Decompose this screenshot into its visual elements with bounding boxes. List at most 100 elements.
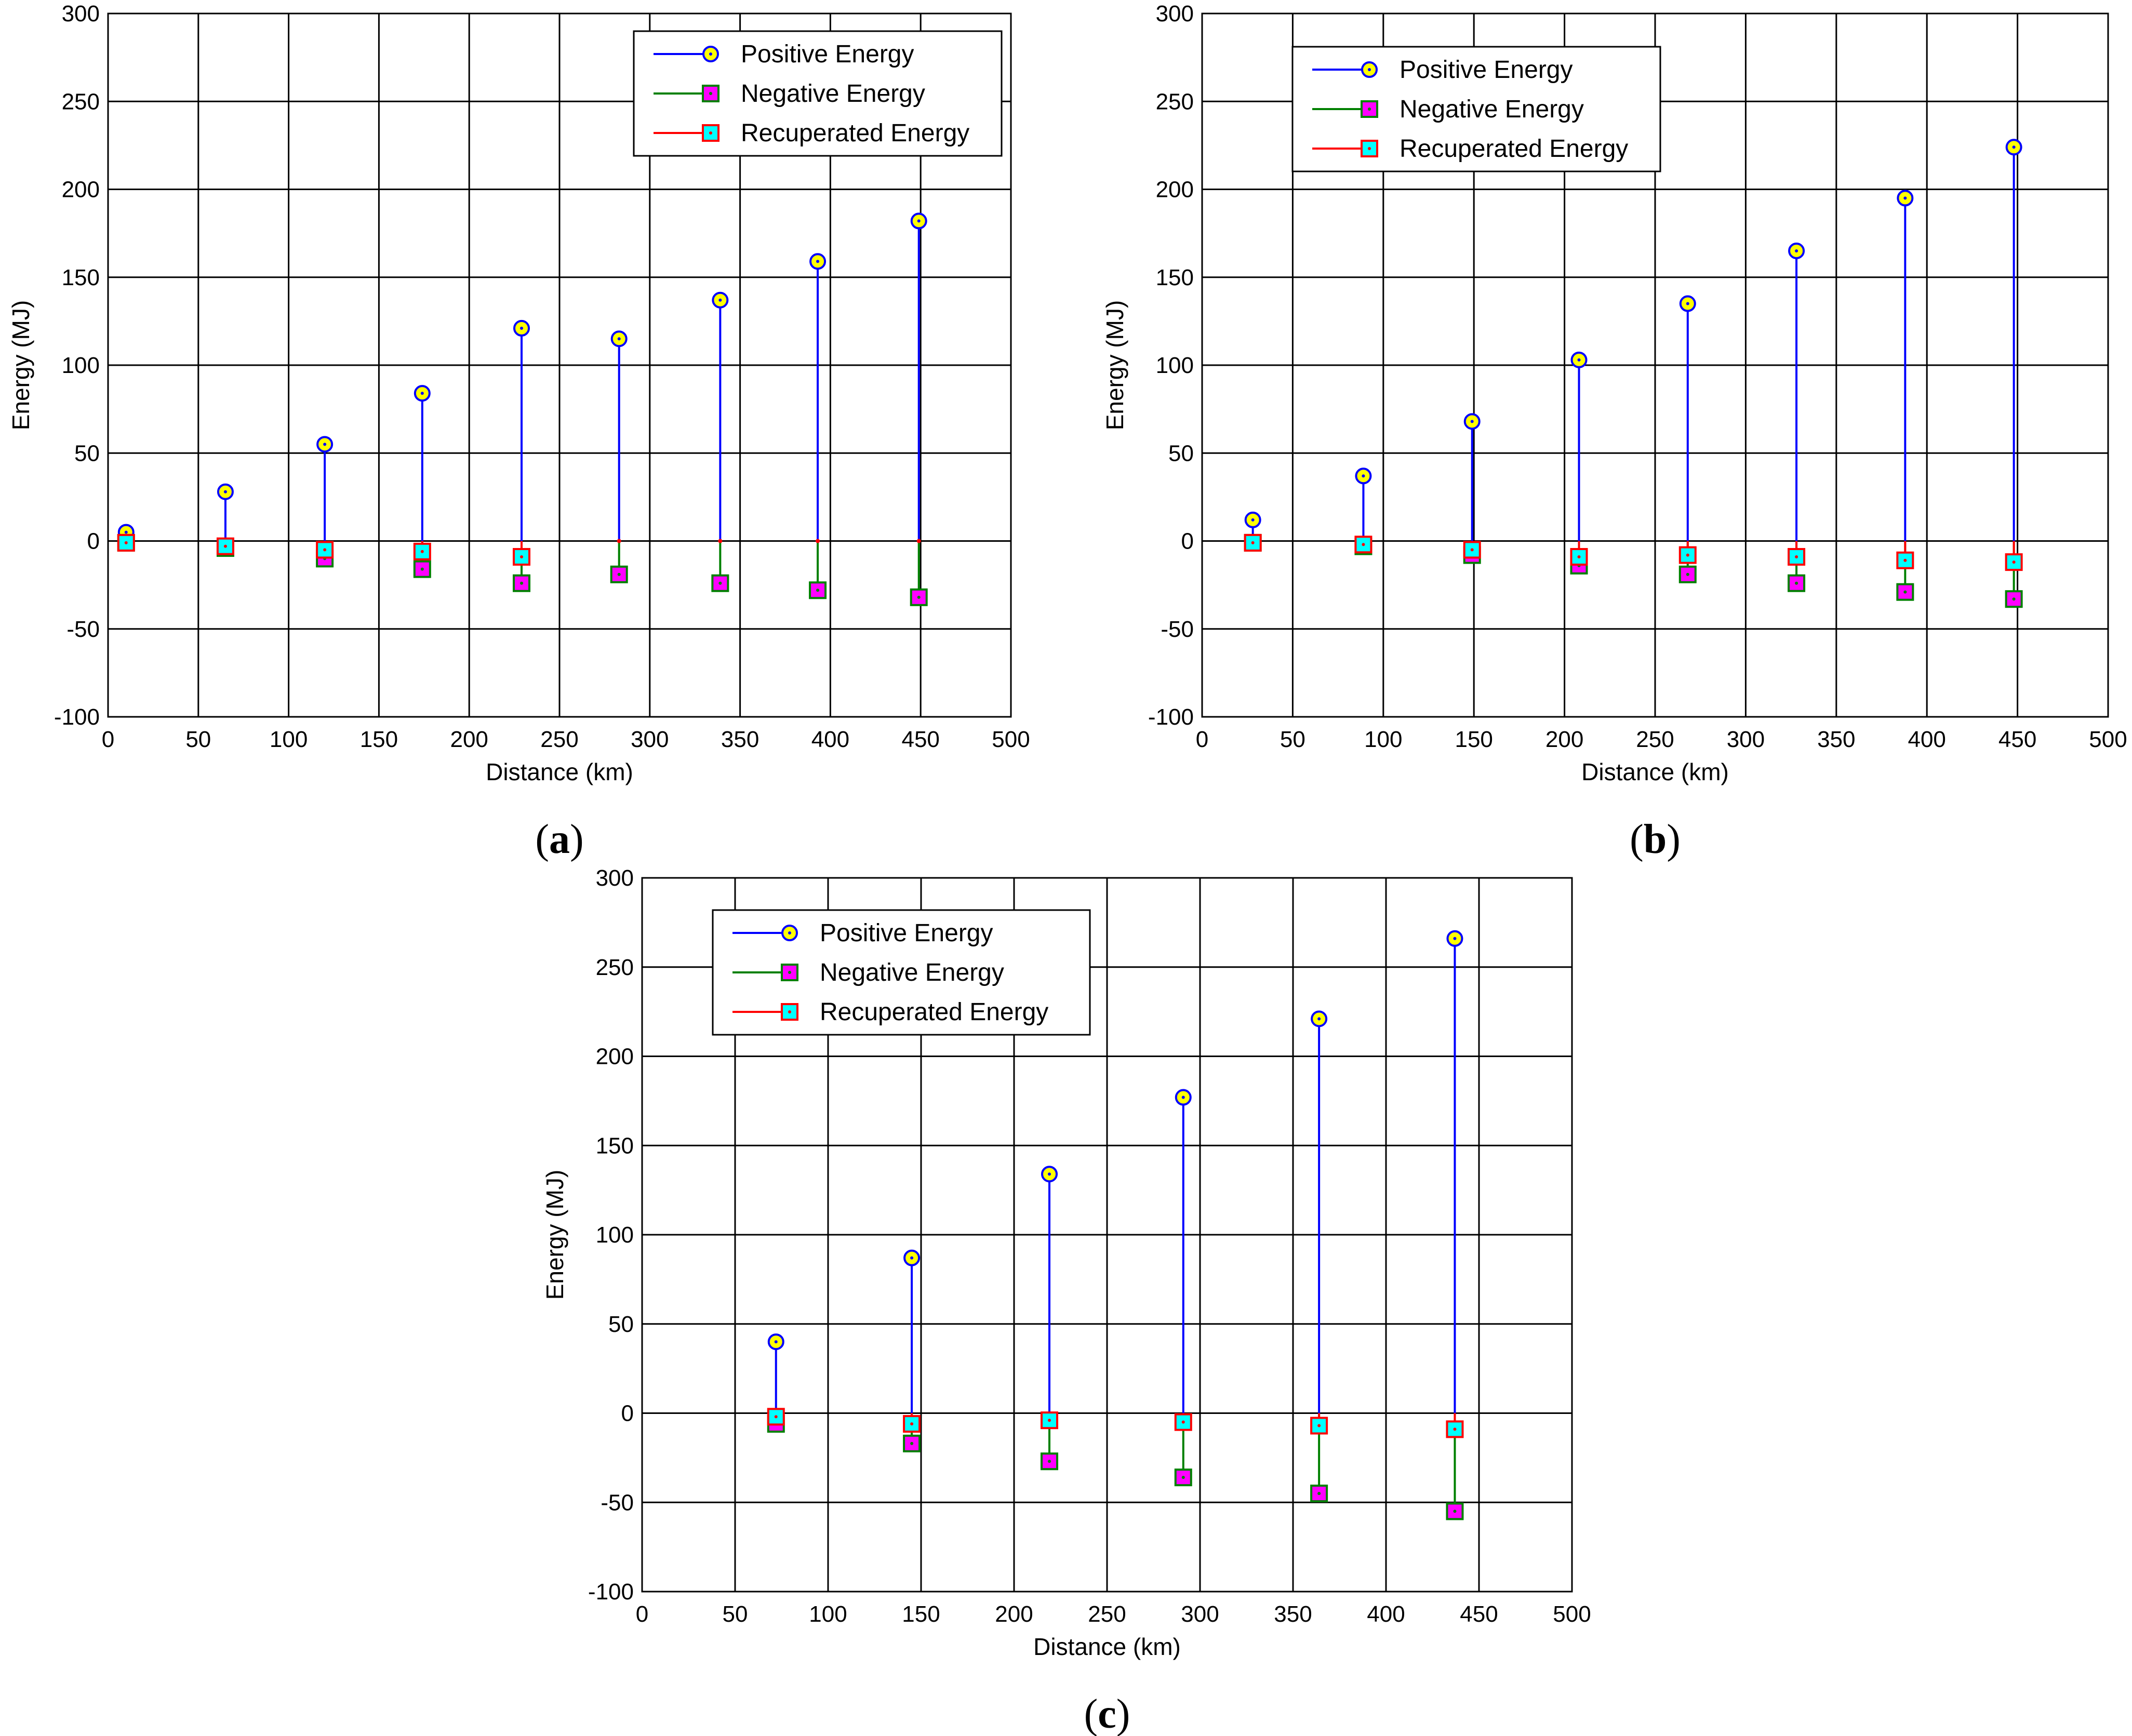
data-point-positive-center — [910, 1256, 914, 1260]
data-point-negative-center — [1317, 1492, 1321, 1495]
data-point-recuperated-center — [1251, 541, 1255, 544]
legend-marker-center — [1368, 108, 1371, 111]
x-tick-label: 500 — [992, 727, 1030, 752]
data-point-negative-center — [617, 572, 621, 576]
data-point-positive-center — [1577, 358, 1581, 362]
axes-box — [641, 877, 1573, 1593]
data-point-recuperated-center — [1686, 553, 1689, 557]
data-point-recuperated-center — [1048, 1419, 1051, 1422]
x-tick-label: 450 — [901, 727, 939, 752]
data-point-recuperated — [413, 542, 431, 560]
x-tick-label: 50 — [1280, 727, 1305, 752]
data-point-recuperated-center — [1470, 548, 1474, 552]
markers-recuperated-energy — [1244, 533, 2023, 571]
data-point-positive-center — [2012, 145, 2016, 149]
data-point-positive-center — [1362, 474, 1365, 478]
data-point-negative — [1174, 1468, 1192, 1487]
data-point-positive-center — [323, 443, 327, 446]
data-point-recuperated — [1446, 1420, 1464, 1438]
y-tick-label: -100 — [54, 704, 100, 730]
markers-recuperated-energy — [767, 1408, 1464, 1438]
axes-box — [1201, 12, 2109, 718]
y-tick-label: 200 — [596, 1044, 634, 1070]
legend-label: Positive Energy — [1400, 56, 1573, 84]
y-tick-label: 100 — [1156, 353, 1194, 378]
data-point-recuperated-zero — [718, 539, 723, 543]
y-tick-label: 100 — [596, 1222, 634, 1248]
data-point-positive-center — [718, 298, 722, 302]
data-point-negative-center — [1048, 1460, 1051, 1463]
data-point-recuperated-center — [1362, 543, 1365, 546]
data-point-negative — [610, 565, 628, 583]
legend-label: Negative Energy — [741, 80, 925, 108]
y-tick-label: -50 — [601, 1490, 634, 1515]
data-point-negative-center — [520, 581, 524, 585]
x-tick-label: 350 — [721, 727, 759, 752]
data-point-positive-center — [1317, 1017, 1321, 1021]
y-tick-label: 250 — [1156, 89, 1194, 114]
data-point-positive-center — [617, 337, 621, 341]
data-point-negative-center — [917, 595, 921, 599]
x-tick-label: 250 — [1088, 1601, 1126, 1627]
data-point-recuperated-center — [1577, 555, 1581, 558]
y-tick-label: 300 — [596, 865, 634, 891]
data-point-recuperated-center — [323, 548, 327, 552]
legend-label: Negative Energy — [1400, 96, 1584, 123]
panel-caption: (a) — [535, 817, 583, 862]
data-point-positive-center — [1470, 420, 1474, 423]
legend-label: Recuperated Energy — [1400, 135, 1628, 163]
x-tick-label: 0 — [102, 727, 114, 752]
x-tick-label: 200 — [450, 727, 488, 752]
x-tick-label: 300 — [1727, 727, 1765, 752]
chart-panel-b: 0 50 100 150 200 250 300 350 400 450 500 -100 -50 0 50… — [1101, 1, 2127, 862]
x-tick-label: 50 — [185, 727, 211, 752]
x-tick-label: 250 — [1636, 727, 1674, 752]
data-point-recuperated-zero — [916, 539, 921, 543]
data-point-negative-center — [1795, 581, 1798, 585]
markers-negative-energy — [117, 533, 928, 606]
data-point-positive-center — [1251, 518, 1255, 522]
legend-marker-center — [1368, 68, 1371, 71]
markers-positive-energy — [1244, 139, 2022, 528]
legend-marker-center — [709, 92, 712, 95]
caption-open: ( — [535, 817, 549, 862]
data-point-negative-center — [816, 589, 820, 592]
legend-marker — [702, 124, 719, 142]
data-point-positive-center — [1181, 1096, 1185, 1099]
x-tick-label: 100 — [1364, 727, 1402, 752]
data-point-negative — [1788, 574, 1806, 592]
data-point-negative-center — [1686, 572, 1689, 576]
y-tick-label: 200 — [62, 177, 100, 203]
data-point-recuperated-center — [774, 1415, 778, 1419]
data-point-positive-center — [917, 219, 921, 223]
data-point-positive-center — [420, 392, 424, 395]
data-point-positive-center — [1903, 196, 1907, 200]
caption-open: ( — [1630, 817, 1644, 862]
legend: Positive Energy Negative Energy Recuperate… — [712, 909, 1091, 1036]
data-point-recuperated-center — [1181, 1420, 1185, 1424]
y-tick-label: 0 — [87, 529, 100, 554]
y-tick-label: 50 — [74, 440, 100, 466]
data-point-recuperated-center — [520, 555, 524, 558]
caption-open: ( — [1084, 1691, 1098, 1736]
y-tick-label: 150 — [1156, 265, 1194, 290]
data-point-negative — [2005, 590, 2023, 608]
data-point-negative — [910, 588, 928, 606]
y-tick-label: 250 — [596, 955, 634, 980]
legend-marker — [781, 1003, 798, 1021]
caption-close: ) — [1116, 1691, 1130, 1736]
y-tick-label: 150 — [596, 1133, 634, 1158]
data-point-positive-center — [816, 260, 820, 263]
caption-letter: a — [549, 817, 570, 862]
data-point-positive-center — [774, 1340, 778, 1344]
data-point-negative-center — [420, 567, 424, 571]
y-axis-label: Energy (MJ) — [1101, 300, 1128, 430]
y-tick-label: 50 — [1168, 440, 1194, 466]
legend-label: Positive Energy — [820, 919, 993, 947]
data-point-negative-center — [1903, 590, 1907, 594]
data-point-negative — [1678, 565, 1697, 583]
x-tick-label: 200 — [1545, 727, 1583, 752]
x-tick-label: 450 — [1460, 1601, 1498, 1627]
y-tick-label: 200 — [1156, 177, 1194, 203]
y-tick-label: 100 — [62, 353, 100, 378]
